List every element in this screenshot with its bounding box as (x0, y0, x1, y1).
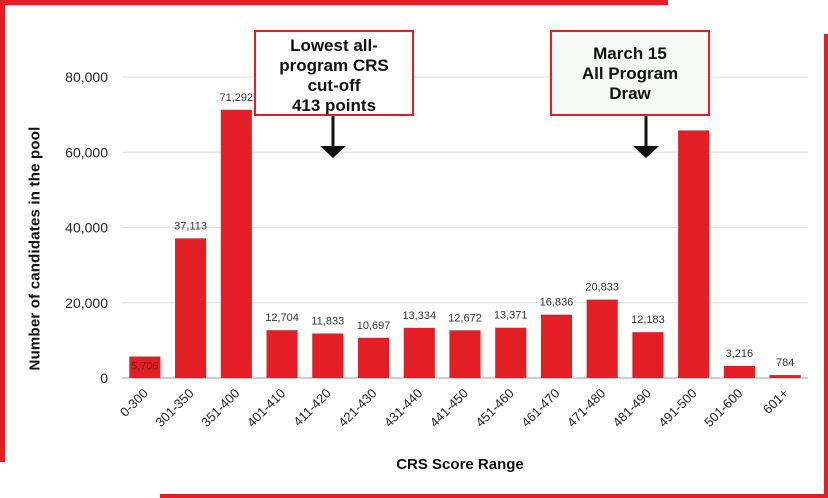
bar (495, 327, 527, 378)
data-label: 5,706 (131, 361, 159, 373)
bar (769, 375, 801, 378)
bar (403, 327, 435, 378)
x-tick-label: 601+ (760, 386, 791, 417)
x-tick-label: 421-430 (335, 386, 379, 430)
data-label: 12,183 (631, 314, 665, 326)
x-tick-label: 501-600 (701, 386, 745, 430)
x-tick-label: 471-480 (564, 386, 608, 430)
x-tick-label: 431-440 (381, 386, 425, 430)
data-label: 12,672 (448, 312, 482, 324)
callout-line: March 15 (593, 44, 667, 63)
x-tick-label: 401-410 (244, 386, 288, 430)
callout-arrow-head (633, 146, 659, 158)
x-tick-label: 491-500 (655, 386, 699, 430)
bar (312, 333, 344, 378)
data-label: 71,292 (220, 92, 254, 104)
draw-callout: March 15 All Program Draw (550, 30, 710, 116)
cutoff-callout: Lowest all- program CRS cut-off 413 poin… (254, 30, 414, 116)
data-label: 11,833 (311, 315, 344, 327)
y-tick-label: 80,000 (65, 69, 108, 85)
x-tick-label: 0-300 (117, 386, 151, 420)
callout-line: Draw (609, 84, 651, 103)
bar (632, 332, 664, 378)
data-label: 3,216 (726, 348, 754, 360)
x-axis-label: CRS Score Range (396, 456, 524, 473)
x-tick-label: 351-400 (198, 386, 242, 430)
frame-right-border (824, 34, 828, 498)
bar (129, 356, 161, 378)
data-label: 10,697 (357, 320, 391, 332)
y-tick-label: 0 (100, 370, 108, 386)
x-tick-label: 441-450 (427, 386, 471, 430)
y-axis-label: Number of candidates in the pool (26, 126, 44, 371)
data-label: 12,704 (265, 312, 299, 324)
x-tick-label: 301-350 (152, 386, 196, 430)
bar (357, 337, 390, 378)
data-label: 784 (776, 357, 794, 369)
bar (723, 365, 755, 378)
x-tick-label: 481-490 (610, 386, 654, 430)
frame-bottom-border (160, 494, 828, 498)
bar (175, 238, 207, 378)
x-tick-label: 461-470 (518, 386, 562, 430)
data-label: 16,836 (540, 297, 574, 309)
callout-line: 413 points (291, 96, 377, 115)
x-tick-label: 451-460 (473, 386, 517, 430)
bar (449, 330, 481, 378)
bar (586, 299, 618, 378)
frame-top-border (0, 0, 668, 5)
data-label: 13,334 (402, 310, 436, 322)
y-tick-label: 40,000 (65, 220, 108, 236)
callout-line: Lowest all- (290, 36, 378, 55)
data-label: 13,371 (494, 310, 528, 322)
bar (220, 109, 252, 378)
bar (678, 130, 710, 378)
y-tick-label: 20,000 (65, 295, 108, 311)
callout-line: program CRS (279, 56, 389, 75)
y-tick-label: 60,000 (65, 144, 108, 160)
data-label: 20,833 (585, 282, 619, 294)
frame-left-border (0, 0, 5, 462)
bar (266, 330, 298, 378)
x-tick-label: 411-420 (290, 386, 334, 430)
callout-line: cut-off (307, 76, 361, 95)
callout-line: All Program (581, 64, 679, 83)
bar (540, 314, 573, 378)
callout-arrow-head (320, 146, 346, 158)
data-label: 37,113 (174, 220, 207, 232)
